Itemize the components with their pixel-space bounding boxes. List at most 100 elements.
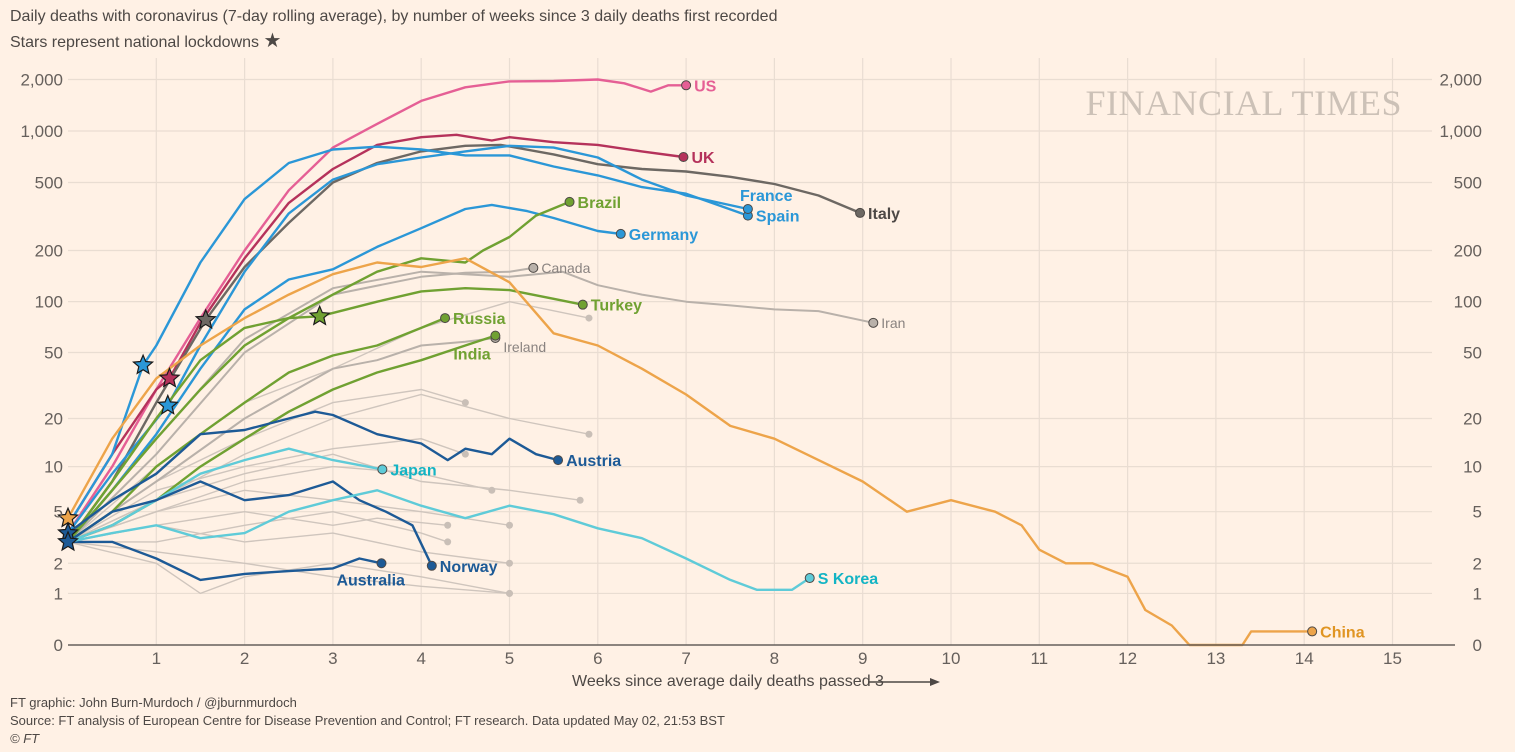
x-tick-label: 1 (152, 649, 161, 668)
series-end-dot-s-korea (804, 573, 815, 584)
x-tick-label: 8 (770, 649, 779, 668)
series-label-japan: Japan (390, 462, 436, 479)
lockdown-star-icon (158, 366, 181, 388)
series-label-brazil: Brazil (578, 195, 622, 212)
y-tick-label-right: 100 (1454, 293, 1482, 312)
footer-source: Source: FT analysis of European Centre f… (10, 713, 725, 728)
series-line-japan (67, 447, 383, 544)
series-line-spain (66, 145, 749, 526)
series-line-iran (67, 270, 874, 543)
series-line-us (67, 78, 687, 534)
x-axis-label: Weeks since average daily deaths passed … (572, 673, 884, 690)
background-country-end-dot (461, 450, 469, 458)
lockdown-star-icon (194, 308, 217, 330)
series-label-turkey: Turkey (591, 298, 642, 315)
lockdown-star-icon (57, 530, 79, 552)
footer-credit: FT graphic: John Burn-Murdoch / @jburnmu… (10, 695, 297, 710)
x-tick-label: 5 (505, 649, 514, 668)
y-tick-label-left: 0 (54, 636, 63, 655)
series-end-dot-japan (377, 464, 388, 475)
y-tick-label-left: 100 (35, 293, 63, 312)
y-tick-label-left: 50 (44, 343, 63, 362)
x-tick-label: 2 (240, 649, 249, 668)
background-country-end-dot (506, 589, 513, 597)
series-labels: Canada Iran Ireland US UK Italy Spain France Ger… (336, 78, 1364, 641)
y-tick-label-right: 0 (1473, 636, 1482, 655)
x-tick-label: 15 (1383, 649, 1402, 668)
chart-subtitle: Stars represent national lockdowns ★ (10, 30, 281, 54)
series-end-dot-china (1307, 626, 1318, 637)
series-end-dot-austria (553, 455, 564, 466)
series-label-germany: Germany (629, 227, 698, 244)
series-end-dot-uk (678, 151, 689, 162)
series-label-russia: Russia (453, 311, 506, 328)
series-label-india: India (453, 347, 490, 364)
ft-watermark: FINANCIAL TIMES (1085, 83, 1402, 123)
x-tick-label: 4 (416, 649, 425, 668)
y-tick-label-left: 10 (44, 458, 63, 477)
series-end-dot-italy (855, 207, 866, 218)
series-line-brazil (67, 200, 570, 543)
series-label-ireland: Ireland (503, 339, 546, 355)
background-country-line (67, 489, 510, 543)
x-tick-label: 6 (593, 649, 602, 668)
series-label-uk: UK (691, 150, 715, 167)
series-label-canada: Canada (541, 260, 590, 276)
y-tick-label-right: 2,000 (1439, 70, 1482, 89)
series-end-dot-russia (440, 313, 451, 324)
series-label-austria: Austria (566, 453, 621, 470)
y-tick-label-right: 50 (1463, 343, 1482, 362)
x-axis-arrow-icon (868, 678, 940, 686)
star-icon: ★ (263, 30, 282, 52)
series-end-dot-india (490, 330, 501, 341)
series-end-dot-canada (528, 262, 539, 273)
background-country-end-dot (576, 496, 584, 504)
y-tick-label-left: 200 (35, 241, 63, 260)
series-end-dot-australia (376, 558, 387, 569)
series-line-russia (67, 316, 446, 543)
x-tick-label: 9 (858, 649, 867, 668)
series-lines (66, 78, 1318, 647)
background-country-line (67, 437, 466, 543)
lockdown-star-icon (156, 393, 179, 415)
series-label-iran: Iran (881, 315, 905, 331)
y-tick-label-right: 500 (1454, 174, 1482, 193)
series-label-australia: Australia (336, 572, 405, 589)
y-tick-label-left: 20 (44, 410, 63, 429)
series-label-us: US (694, 78, 717, 95)
series-line-china (66, 257, 1313, 647)
y-tick-label-right: 1 (1473, 584, 1482, 603)
y-tick-label-left: 1 (54, 584, 63, 603)
series-end-dot-germany (615, 228, 626, 239)
background-country-end-dot (585, 430, 593, 438)
series-label-france: France (740, 188, 793, 205)
series-line-australia (68, 540, 382, 582)
y-tick-label-right: 1,000 (1439, 122, 1482, 141)
x-tick-label: 3 (328, 649, 337, 668)
background-country-line (67, 541, 510, 595)
series-end-dot-iran (868, 317, 879, 328)
x-tick-label: 13 (1206, 649, 1225, 668)
series-end-dot-turkey (577, 299, 588, 310)
y-tick-label-right: 5 (1473, 503, 1482, 522)
x-tick-label: 10 (942, 649, 961, 668)
lockdown-stars (57, 304, 331, 552)
series-line-france (67, 144, 749, 534)
series-label-s-korea: S Korea (818, 571, 879, 588)
y-tick-label-right: 20 (1463, 410, 1482, 429)
y-tick-label-left: 2,000 (20, 70, 63, 89)
subtitle-text: Stars represent national lockdowns (10, 34, 260, 51)
y-tick-label-right: 2 (1473, 554, 1482, 573)
series-label-norway: Norway (440, 559, 498, 576)
y-tick-label-left: 1,000 (20, 122, 63, 141)
background-country-line (67, 465, 492, 543)
background-country-end-dot (506, 559, 513, 567)
background-country-end-dot (488, 486, 496, 494)
y-tick-label-left: 500 (35, 174, 63, 193)
lockdown-star-icon (308, 304, 331, 326)
x-tick-label: 12 (1118, 649, 1137, 668)
footer-copyright: © FT (10, 731, 40, 746)
series-line-s-korea (67, 489, 811, 591)
